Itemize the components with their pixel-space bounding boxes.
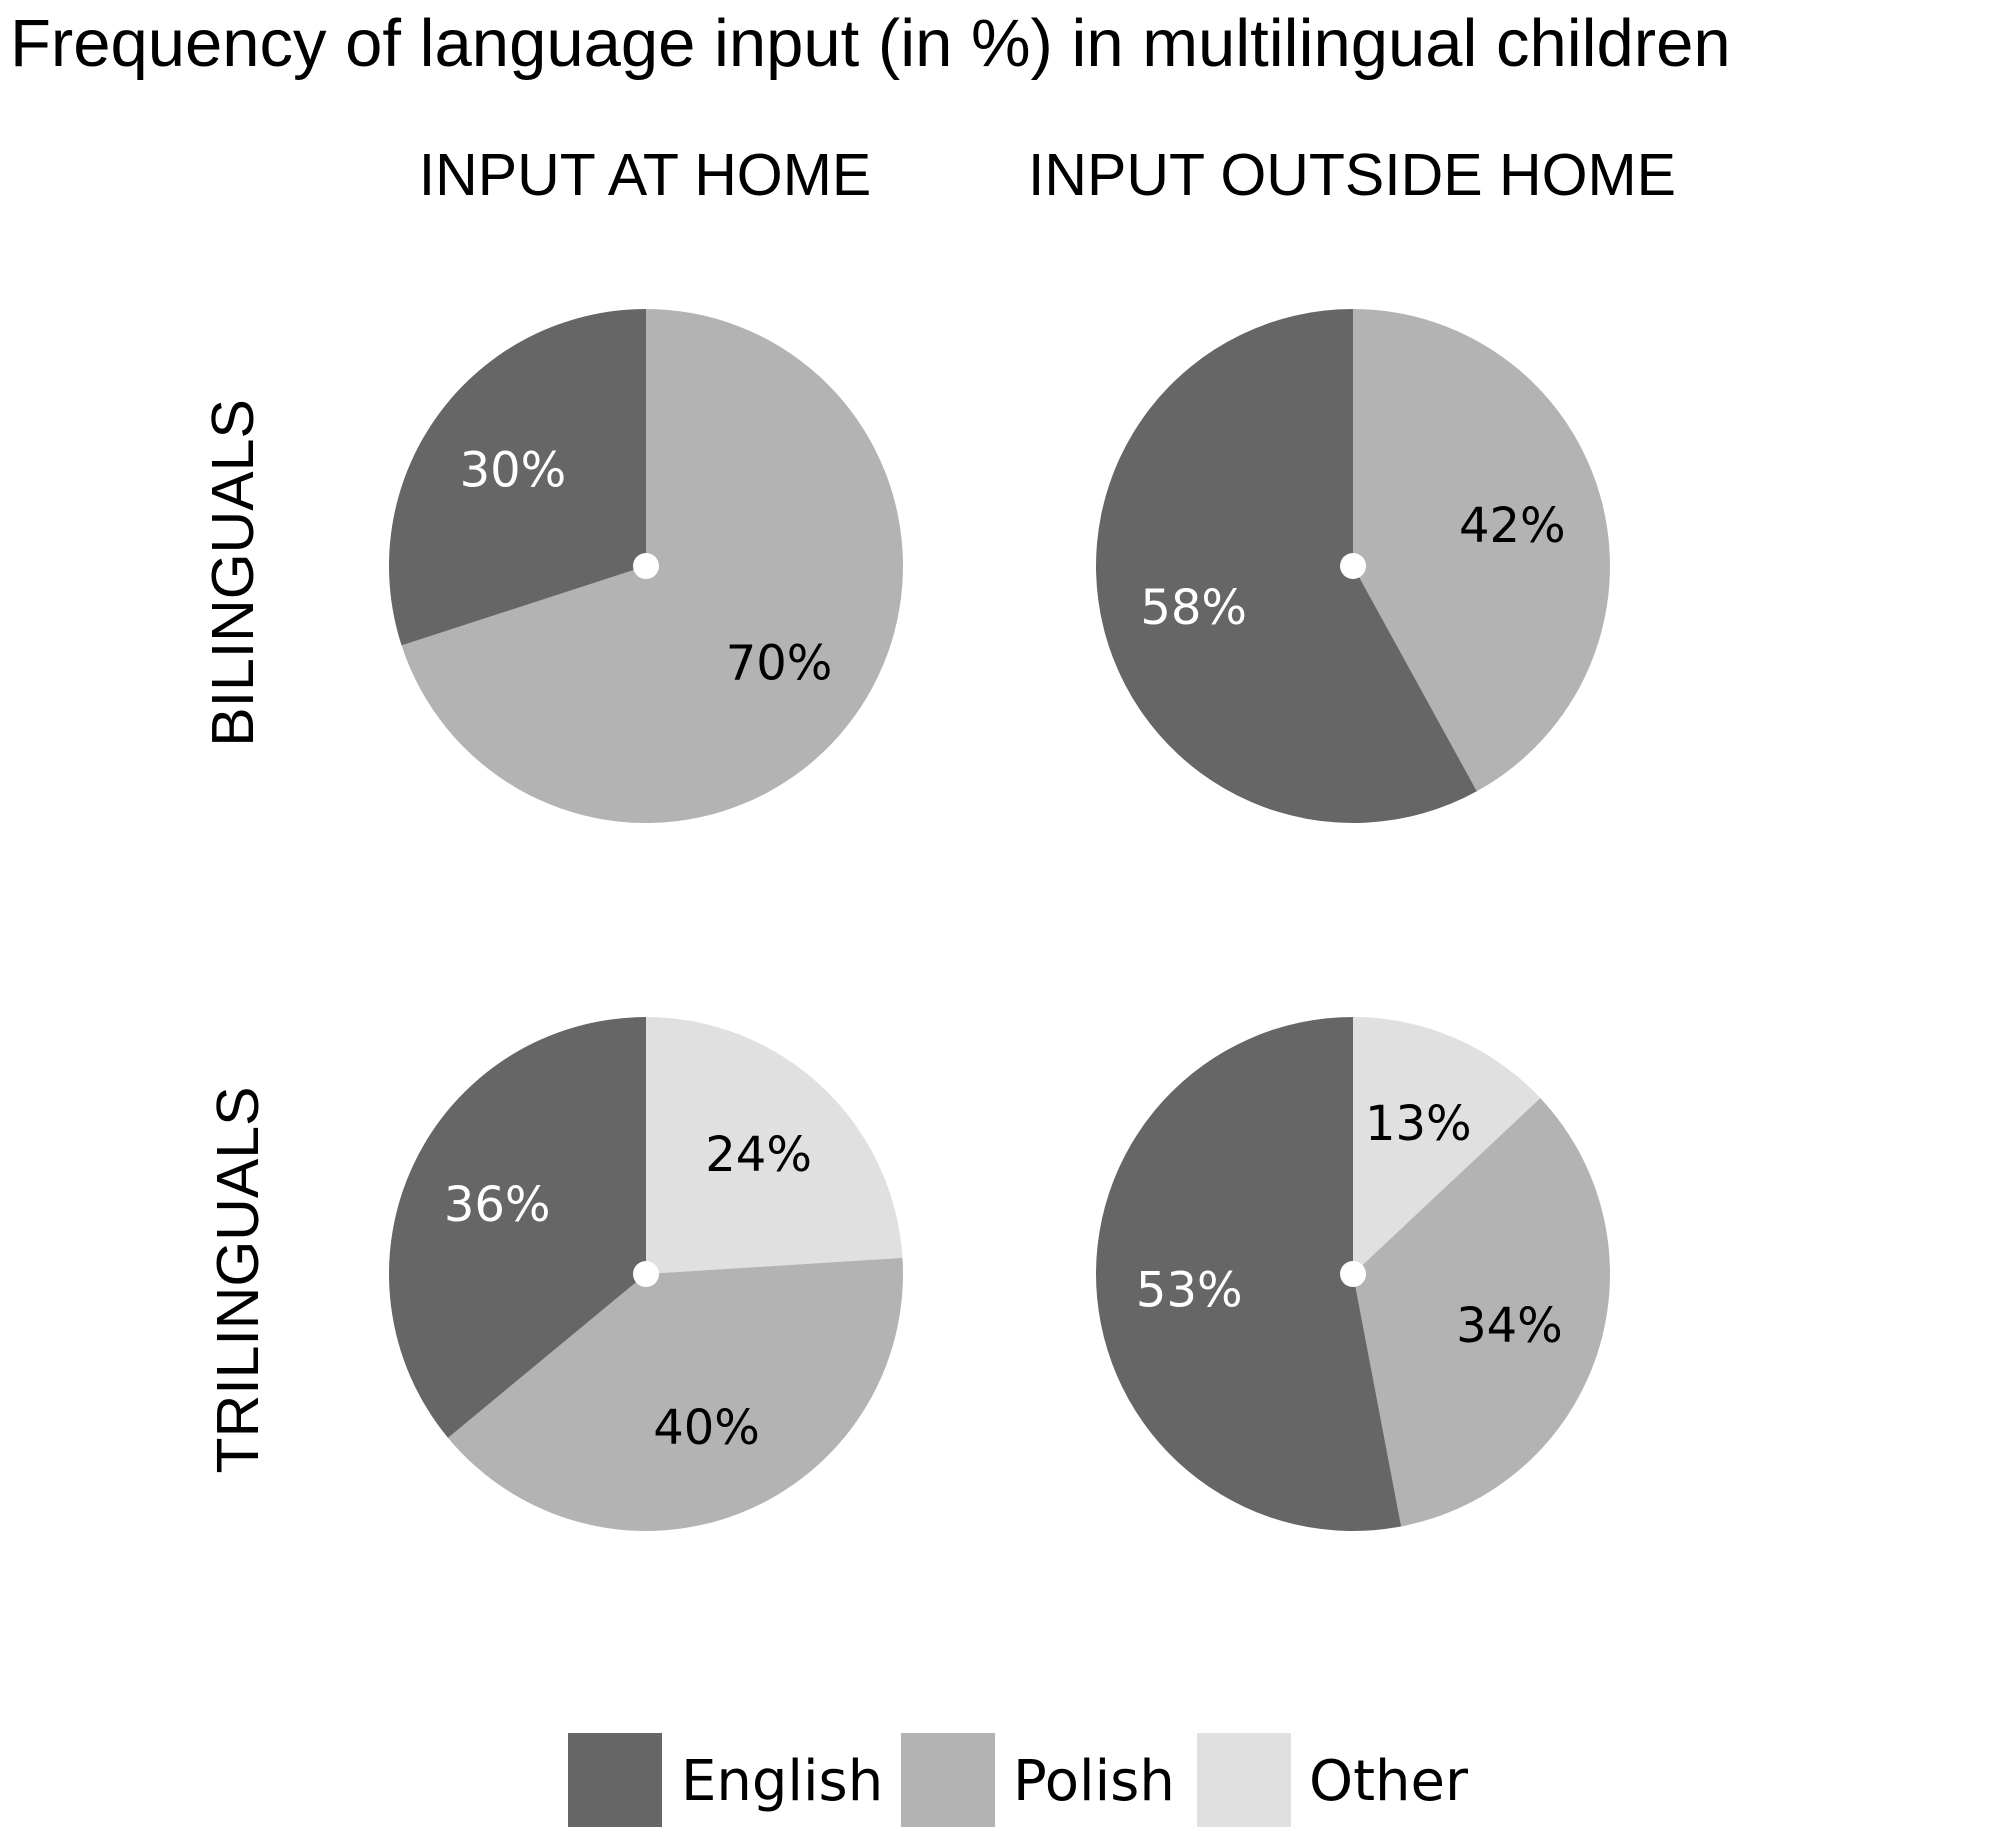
legend-label-english: English: [681, 1749, 883, 1814]
pie-trilinguals-input-outside-home: 13% 34% 53%: [1096, 1017, 1611, 1531]
column-header-home: INPUT AT HOME: [419, 142, 871, 208]
pie-slice-english: [389, 309, 646, 646]
legend: English Polish Other: [568, 1733, 1469, 1827]
pie-slice-polish: [447, 1257, 903, 1532]
slice-label-english: 53%: [1136, 1262, 1243, 1318]
pie-slice-english: [388, 1017, 646, 1438]
pie-slice-english: [1096, 309, 1477, 823]
legend-key-english: [568, 1733, 662, 1827]
slice-label-polish: 40%: [653, 1400, 760, 1456]
chart-title: Frequency of language input (in %) in mu…: [10, 6, 1731, 81]
legend-label-other: Other: [1309, 1749, 1469, 1814]
legend-label-polish: Polish: [1013, 1749, 1175, 1814]
pie-slice-english: [1096, 1017, 1402, 1531]
legend-key-other: [1197, 1733, 1291, 1827]
slice-label-other: 24%: [705, 1127, 812, 1183]
row-header-trilinguals: TRILINGUALS: [205, 1087, 271, 1474]
pie-center-dot: [633, 553, 659, 579]
pie-panels: 70% 30% 42% 58% 24% 40% 36% 13% 34% 53%: [388, 309, 1611, 1532]
pie-center-dot: [633, 1261, 659, 1287]
pie-slice-other: [646, 1017, 903, 1274]
pie-bilinguals-input-at-home: 70% 30%: [389, 309, 903, 823]
slice-label-polish: 34%: [1456, 1298, 1563, 1354]
pie-bilinguals-input-outside-home: 42% 58%: [1096, 309, 1610, 823]
slice-label-english: 30%: [460, 442, 567, 498]
pie-center-dot: [1340, 553, 1366, 579]
slice-label-polish: 70%: [726, 636, 833, 692]
slice-label-english: 58%: [1140, 580, 1247, 636]
row-header-bilinguals: BILINGUALS: [200, 399, 266, 747]
legend-key-polish: [901, 1733, 995, 1827]
pie-trilinguals-input-at-home: 24% 40% 36%: [388, 1017, 903, 1532]
pie-slice-polish: [1353, 309, 1610, 792]
slice-label-other: 13%: [1365, 1096, 1472, 1152]
pie-slice-other: [1353, 1017, 1541, 1274]
pie-slice-polish: [1353, 1098, 1611, 1527]
slice-label-english: 36%: [444, 1177, 551, 1233]
pie-center-dot: [1340, 1261, 1366, 1287]
column-header-outside: INPUT OUTSIDE HOME: [1028, 142, 1676, 208]
slice-label-polish: 42%: [1459, 498, 1566, 554]
